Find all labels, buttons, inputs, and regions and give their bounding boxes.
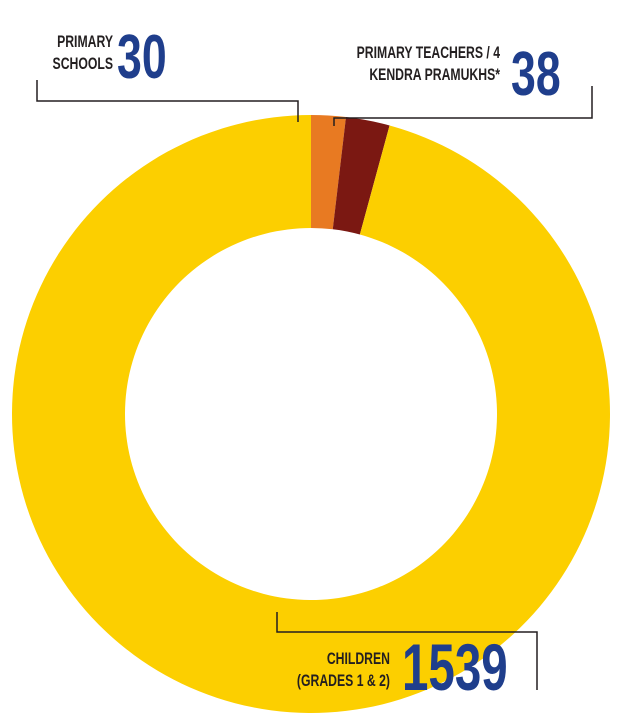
leader-line bbox=[36, 80, 299, 122]
value-label: 1539 bbox=[402, 631, 508, 704]
category-label: PRIMARY TEACHERS / 4 bbox=[357, 44, 501, 62]
donut-slice bbox=[332, 117, 390, 235]
value-label: 38 bbox=[511, 40, 561, 109]
value-label: 30 bbox=[117, 23, 167, 92]
category-label: SCHOOLS bbox=[53, 55, 114, 73]
donut-slice bbox=[311, 115, 346, 230]
category-label: CHILDREN bbox=[327, 650, 390, 668]
category-label: PRIMARY bbox=[57, 33, 113, 51]
leader-line bbox=[276, 612, 538, 690]
leader-line bbox=[333, 86, 593, 126]
donut-slice bbox=[12, 115, 611, 713]
category-label: (GRADES 1 & 2) bbox=[297, 672, 390, 690]
category-label: KENDRA PRAMUKHS* bbox=[369, 66, 500, 84]
donut bbox=[12, 115, 611, 713]
